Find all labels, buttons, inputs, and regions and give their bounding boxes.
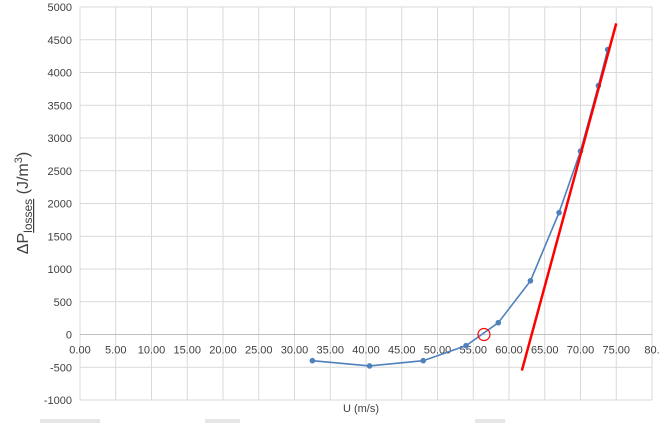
y-tick-label: 1000	[48, 264, 72, 276]
series-layer	[309, 23, 618, 371]
x-tick-label: 50.00	[424, 345, 452, 357]
y-tick-label: 2500	[48, 166, 72, 178]
x-tick-label: 15.00	[173, 345, 201, 357]
x-tick-label: 20.00	[209, 345, 237, 357]
y-tick-label: -1000	[44, 395, 72, 407]
y-tick-label: 3000	[48, 133, 72, 145]
x-tick-label: 30.00	[281, 345, 309, 357]
x-tick-label: 45.00	[388, 345, 416, 357]
y-tick-label: 5000	[48, 2, 72, 14]
x-tick-label: 80.	[644, 345, 659, 357]
x-tick-label: 10.00	[138, 345, 166, 357]
bottom-strip-middle	[205, 419, 240, 423]
y-tick-label: -500	[50, 362, 72, 374]
y-axis-title: ΔPlosses (J/m3)	[13, 152, 35, 254]
y-axis-title-subscript: losses	[21, 199, 35, 233]
y-tick-label: 2000	[48, 199, 72, 211]
x-tick-label: 70.00	[567, 345, 595, 357]
y-tick-label: 4500	[48, 35, 72, 47]
y-tick-label: 3500	[48, 100, 72, 112]
data-point	[420, 357, 427, 364]
highlight-marker	[477, 327, 491, 342]
y-axis-title-units-sup: 3	[13, 157, 25, 163]
data-point	[527, 277, 534, 284]
data-point	[556, 209, 562, 216]
x-tick-label: 0.00	[69, 345, 90, 357]
x-tick-label: 35.00	[316, 345, 344, 357]
x-tick-label: 5.00	[105, 345, 126, 357]
y-tick-label: 0	[66, 330, 72, 342]
x-tick-label: 75.00	[602, 345, 630, 357]
x-tick-label: 40.00	[352, 345, 380, 357]
bottom-strip-left	[40, 419, 100, 423]
y-axis-title-units-close: )	[15, 152, 32, 157]
y-tick-label: 1500	[48, 231, 72, 243]
y-tick-label: 4000	[48, 68, 72, 80]
bottom-strip-right	[475, 419, 505, 423]
data-point	[495, 319, 502, 326]
x-tick-label: 60.00	[495, 345, 523, 357]
data-point	[309, 357, 316, 364]
label-layer: U (m/s) ΔPlosses (J/m3)	[13, 152, 379, 415]
y-axis-title-units: (J/m	[15, 163, 32, 199]
data-point	[366, 363, 373, 369]
y-axis-title-delta: ΔP	[15, 233, 32, 254]
trend-line	[520, 23, 618, 371]
y-tick-label: 500	[54, 297, 72, 309]
x-tick-label: 25.00	[245, 345, 273, 357]
x-axis-title: U (m/s)	[343, 403, 379, 415]
series-line	[312, 49, 609, 367]
x-tick-label: 65.00	[531, 345, 559, 357]
data-point	[463, 342, 469, 349]
